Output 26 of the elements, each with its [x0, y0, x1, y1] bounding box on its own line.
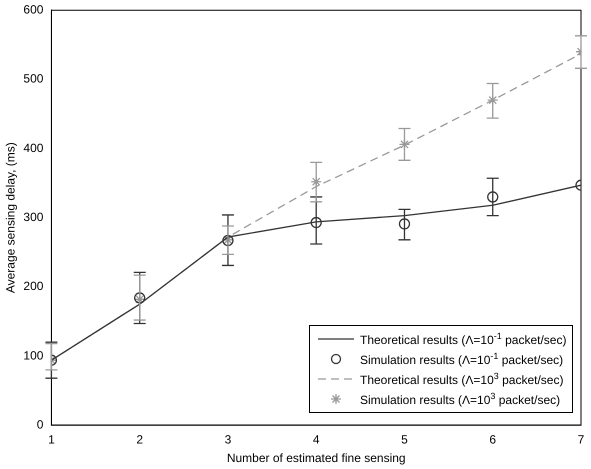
y-tick-label: 300: [23, 210, 44, 224]
legend-label: Simulation results (Λ=10$^{-1}$ packet/sec): [360, 351, 564, 368]
y-tick-label: 200: [23, 279, 44, 294]
point: [310, 176, 322, 188]
point: [487, 191, 498, 203]
x-axis-title: Number of estimated fine sensing: [226, 451, 406, 466]
y-tick-label: 600: [23, 2, 44, 17]
point: [487, 94, 498, 106]
y-tick-label: 0: [36, 418, 44, 432]
point: [398, 138, 410, 150]
y-tick-label: 400: [23, 140, 44, 155]
legend-label: Theoretical results (Λ=10$^{-1}$ packet/sec): [360, 331, 566, 348]
y-tick-label: 500: [23, 72, 44, 86]
y-axis-title: Average sensing delay, (ms): [4, 142, 18, 294]
x-tick-label: 4: [312, 432, 320, 447]
x-tick-label: 7: [578, 432, 585, 447]
x-tick-label: 1: [48, 432, 56, 447]
x-tick-label: 6: [489, 432, 496, 447]
point: [310, 216, 322, 228]
x-tick-label: 3: [224, 432, 232, 447]
legend-label: Theoretical results (Λ=10$^{3}$ packet/sec): [360, 371, 564, 388]
x-tick-label: 2: [136, 432, 144, 447]
legend-label: Simulation results (Λ=10$^{3}$ packet/sec): [360, 391, 560, 408]
x-tick-label: 5: [401, 432, 408, 447]
point: [398, 218, 410, 230]
y-tick-label: 100: [23, 348, 44, 362]
